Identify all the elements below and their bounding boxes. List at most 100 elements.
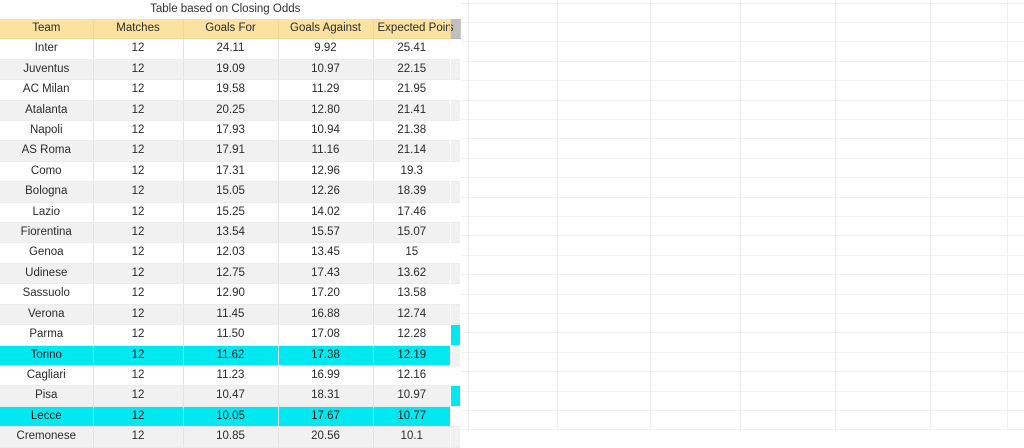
cell-matches[interactable]: 12 — [93, 120, 184, 142]
cell-goals-against[interactable]: 15.57 — [278, 222, 374, 244]
cell-matches[interactable]: 12 — [93, 100, 184, 122]
cell-goals-for[interactable]: 12.03 — [183, 242, 279, 264]
cell-matches[interactable]: 12 — [93, 181, 184, 203]
table-row[interactable]: Pisa 12 10.47 18.31 10.97 — [0, 385, 450, 407]
table-row[interactable]: Napoli 12 17.93 10.94 21.38 — [0, 120, 450, 142]
cell-goals-for[interactable]: 24.11 — [183, 38, 279, 60]
cell-expected-points[interactable]: 12.19 — [373, 345, 450, 366]
cell-goals-against[interactable]: 17.67 — [278, 406, 374, 428]
table-row[interactable]: Parma 12 11.50 17.08 12.28 — [0, 324, 450, 346]
table-row[interactable]: Genoa 12 12.03 13.45 15 — [0, 242, 450, 264]
cell-goals-against[interactable]: 17.43 — [278, 263, 374, 285]
cell-expected-points[interactable]: 25.41 — [373, 38, 450, 60]
cell-team[interactable]: Napoli — [0, 120, 94, 142]
cell-matches[interactable]: 12 — [93, 304, 184, 326]
table-row[interactable]: Fiorentina 12 13.54 15.57 15.07 — [0, 222, 450, 244]
table-row[interactable]: Udinese 12 12.75 17.43 13.62 — [0, 263, 450, 285]
cell-goals-for[interactable]: 10.47 — [183, 385, 279, 407]
cell-team[interactable]: Como — [0, 161, 94, 183]
cell-goals-against[interactable]: 11.29 — [278, 79, 374, 101]
cell-goals-for[interactable]: 13.54 — [183, 222, 279, 244]
cell-expected-points[interactable]: 10.77 — [373, 406, 450, 428]
odds-col-header-expected-points[interactable]: Expected Points — [373, 19, 451, 40]
table-row[interactable]: Inter 12 24.11 9.92 25.41 — [0, 38, 450, 60]
cell-team[interactable]: Sassuolo — [0, 283, 94, 305]
cell-expected-points[interactable]: 21.95 — [373, 79, 450, 101]
cell-goals-for[interactable]: 17.31 — [183, 161, 279, 183]
cell-matches[interactable]: 12 — [93, 283, 184, 305]
cell-goals-for[interactable]: 12.75 — [183, 263, 279, 285]
table-row[interactable]: AC Milan 12 19.58 11.29 21.95 — [0, 79, 450, 101]
cell-goals-for[interactable]: 19.58 — [183, 79, 279, 101]
cell-team[interactable]: AS Roma — [0, 140, 94, 162]
cell-matches[interactable]: 12 — [93, 161, 184, 183]
cell-goals-against[interactable]: 12.80 — [278, 100, 374, 122]
cell-expected-points[interactable]: 12.74 — [373, 304, 450, 326]
cell-team[interactable]: Atalanta — [0, 100, 94, 122]
cell-expected-points[interactable]: 21.38 — [373, 120, 450, 142]
cell-expected-points[interactable]: 13.58 — [373, 283, 450, 305]
table-row[interactable]: Atalanta 12 20.25 12.80 21.41 — [0, 100, 450, 122]
odds-col-header-team[interactable]: Team — [0, 19, 94, 40]
cell-team[interactable]: Lazio — [0, 202, 94, 224]
cell-goals-against[interactable]: 16.99 — [278, 365, 374, 387]
cell-goals-for[interactable]: 10.05 — [183, 406, 279, 428]
table-row[interactable]: Lazio 12 15.25 14.02 17.46 — [0, 202, 450, 224]
odds-col-header-goals-against[interactable]: Goals Against — [278, 19, 374, 40]
cell-goals-for[interactable]: 11.50 — [183, 324, 279, 346]
cell-goals-against[interactable]: 16.88 — [278, 304, 374, 326]
cell-team[interactable]: Udinese — [0, 263, 94, 285]
table-row[interactable]: Juventus 12 19.09 10.97 22.15 — [0, 59, 450, 81]
cell-matches[interactable]: 12 — [93, 202, 184, 224]
cell-goals-against[interactable]: 13.45 — [278, 242, 374, 264]
table-row[interactable]: Torino 12 11.62 17.38 12.19 — [0, 345, 450, 366]
cell-goals-against[interactable]: 9.92 — [278, 38, 374, 60]
cell-matches[interactable]: 12 — [93, 263, 184, 285]
cell-goals-for[interactable]: 19.09 — [183, 59, 279, 81]
table-row[interactable]: Cagliari 12 11.23 16.99 12.16 — [0, 365, 450, 387]
cell-team[interactable]: Juventus — [0, 59, 94, 81]
cell-matches[interactable]: 12 — [93, 222, 184, 244]
cell-expected-points[interactable]: 22.15 — [373, 59, 450, 81]
cell-goals-for[interactable]: 11.45 — [183, 304, 279, 326]
cell-matches[interactable]: 12 — [93, 324, 184, 346]
cell-expected-points[interactable]: 12.16 — [373, 365, 450, 387]
cell-matches[interactable]: 12 — [93, 385, 184, 407]
cell-goals-against[interactable]: 18.31 — [278, 385, 374, 407]
cell-matches[interactable]: 12 — [93, 242, 184, 264]
cell-expected-points[interactable]: 21.14 — [373, 140, 450, 162]
cell-matches[interactable]: 12 — [93, 140, 184, 162]
cell-team[interactable]: Lecce — [0, 406, 94, 428]
cell-team[interactable]: AC Milan — [0, 79, 94, 101]
cell-matches[interactable]: 12 — [93, 406, 184, 428]
cell-goals-against[interactable]: 12.26 — [278, 181, 374, 203]
cell-team[interactable]: Inter — [0, 38, 94, 60]
cell-goals-for[interactable]: 11.23 — [183, 365, 279, 387]
cell-goals-against[interactable]: 10.94 — [278, 120, 374, 142]
table-row[interactable]: Sassuolo 12 12.90 17.20 13.58 — [0, 283, 450, 305]
cell-team[interactable]: Parma — [0, 324, 94, 346]
cell-expected-points[interactable]: 15 — [373, 242, 450, 264]
cell-goals-for[interactable]: 11.62 — [183, 345, 279, 366]
cell-team[interactable]: Pisa — [0, 385, 94, 407]
cell-matches[interactable]: 12 — [93, 345, 184, 366]
cell-team[interactable]: Torino — [0, 345, 94, 366]
cell-matches[interactable]: 12 — [93, 365, 184, 387]
cell-goals-against[interactable]: 12.96 — [278, 161, 374, 183]
table-row[interactable]: Bologna 12 15.05 12.26 18.39 — [0, 181, 450, 203]
table-row[interactable]: Como 12 17.31 12.96 19.3 — [0, 161, 450, 183]
cell-goals-against[interactable]: 10.97 — [278, 59, 374, 81]
cell-expected-points[interactable]: 13.62 — [373, 263, 450, 285]
table-row[interactable]: AS Roma 12 17.91 11.16 21.14 — [0, 140, 450, 162]
cell-goals-for[interactable]: 17.93 — [183, 120, 279, 142]
cell-matches[interactable]: 12 — [93, 38, 184, 60]
cell-goals-for[interactable]: 17.91 — [183, 140, 279, 162]
cell-goals-for[interactable]: 15.25 — [183, 202, 279, 224]
cell-team[interactable]: Fiorentina — [0, 222, 94, 244]
cell-team[interactable]: Verona — [0, 304, 94, 326]
cell-matches[interactable]: 12 — [93, 79, 184, 101]
cell-expected-points[interactable]: 10.97 — [373, 385, 450, 407]
cell-team[interactable]: Bologna — [0, 181, 94, 203]
cell-team[interactable]: Genoa — [0, 242, 94, 264]
cell-expected-points[interactable]: 15.07 — [373, 222, 450, 244]
